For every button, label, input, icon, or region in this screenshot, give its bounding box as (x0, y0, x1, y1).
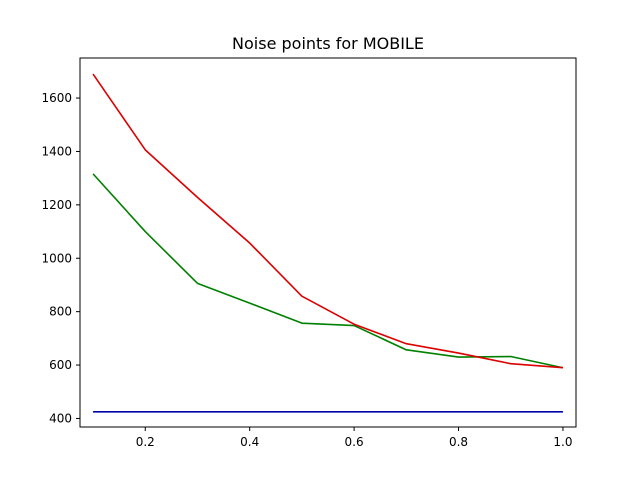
chart-title: Noise points for MOBILE (232, 34, 424, 53)
y-tick-label: 800 (49, 305, 72, 319)
x-tick-label: 1.0 (553, 435, 572, 449)
plot-frame (79, 57, 577, 428)
y-tick-label: 1200 (41, 198, 72, 212)
y-tick-label: 1400 (41, 144, 72, 158)
y-tick-label: 1600 (41, 91, 72, 105)
y-axis: 400 600 800 1000 1200 1400 1600 (41, 91, 80, 425)
y-tick-label: 1000 (41, 251, 72, 265)
x-axis: 0.2 0.4 0.6 0.8 1.0 (136, 427, 572, 449)
series-layer (92, 73, 564, 413)
x-tick-label: 0.2 (136, 435, 155, 449)
x-tick-label: 0.6 (345, 435, 364, 449)
y-tick-label: 400 (49, 411, 72, 425)
x-tick-label: 0.8 (449, 435, 468, 449)
series-line-2 (92, 173, 564, 369)
y-tick-label: 600 (49, 358, 72, 372)
x-tick-label: 0.4 (240, 435, 259, 449)
series-line-3 (92, 73, 564, 369)
